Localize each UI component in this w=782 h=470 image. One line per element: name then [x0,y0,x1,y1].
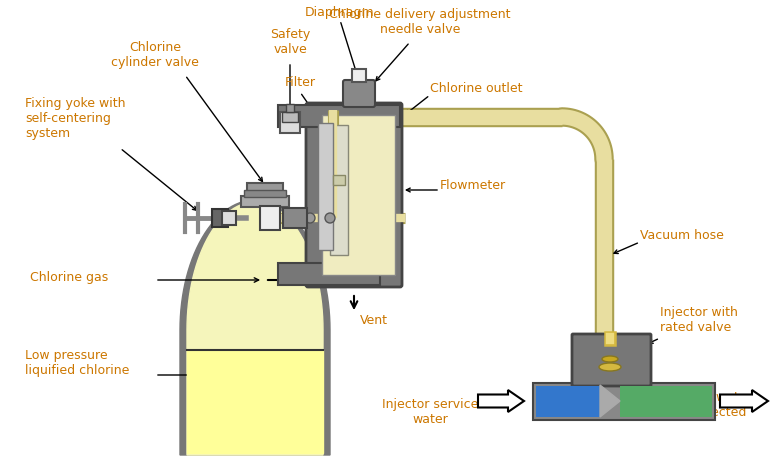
Circle shape [305,213,315,223]
Text: Diaphragm: Diaphragm [305,6,375,18]
Bar [536,386,600,417]
Text: Low pressure
liquified chlorine: Low pressure liquified chlorine [25,349,129,377]
Bar [222,211,236,225]
Circle shape [325,213,335,223]
Polygon shape [180,200,330,455]
Circle shape [270,213,280,223]
Text: Injector service
water: Injector service water [382,398,478,426]
Bar [241,196,289,207]
Text: Chlorine water
to be injected: Chlorine water to be injected [660,391,752,419]
Polygon shape [187,350,323,453]
FancyArrow shape [478,390,524,412]
Text: Chlorine outlet: Chlorine outlet [430,81,522,94]
Bar [247,183,283,200]
Text: Chlorine gas: Chlorine gas [30,272,108,284]
FancyBboxPatch shape [343,80,375,107]
Bar [286,104,294,112]
Bar [278,263,380,285]
Ellipse shape [602,356,618,362]
Bar [333,175,345,185]
Text: Chlorine delivery adjustment
needle valve: Chlorine delivery adjustment needle valv… [329,8,511,36]
Bar [318,123,333,250]
Bar [322,115,395,275]
Bar [620,386,712,417]
Bar [283,208,307,228]
Text: Injector with
rated valve: Injector with rated valve [660,306,738,334]
Bar [244,190,286,197]
FancyBboxPatch shape [306,103,402,287]
Text: Fixing yoke with
self-centering
system: Fixing yoke with self-centering system [25,96,125,140]
Circle shape [285,213,295,223]
Bar [282,112,298,122]
FancyBboxPatch shape [572,334,651,386]
Polygon shape [187,202,323,455]
FancyArrow shape [720,390,768,412]
Bar [260,206,280,230]
Bar [212,209,228,227]
Text: Safety
valve: Safety valve [270,28,310,56]
Polygon shape [600,385,620,417]
Bar [278,105,400,127]
Text: Vent: Vent [360,314,388,328]
Bar [330,125,348,255]
Text: Chlorine
cylinder valve: Chlorine cylinder valve [111,41,199,69]
Bar [533,383,715,420]
Text: Flowmeter: Flowmeter [440,179,506,191]
Bar [352,69,366,82]
Text: Filter: Filter [285,76,315,88]
Text: Vacuum hose: Vacuum hose [640,228,724,242]
Bar [280,112,300,133]
Ellipse shape [599,363,621,371]
